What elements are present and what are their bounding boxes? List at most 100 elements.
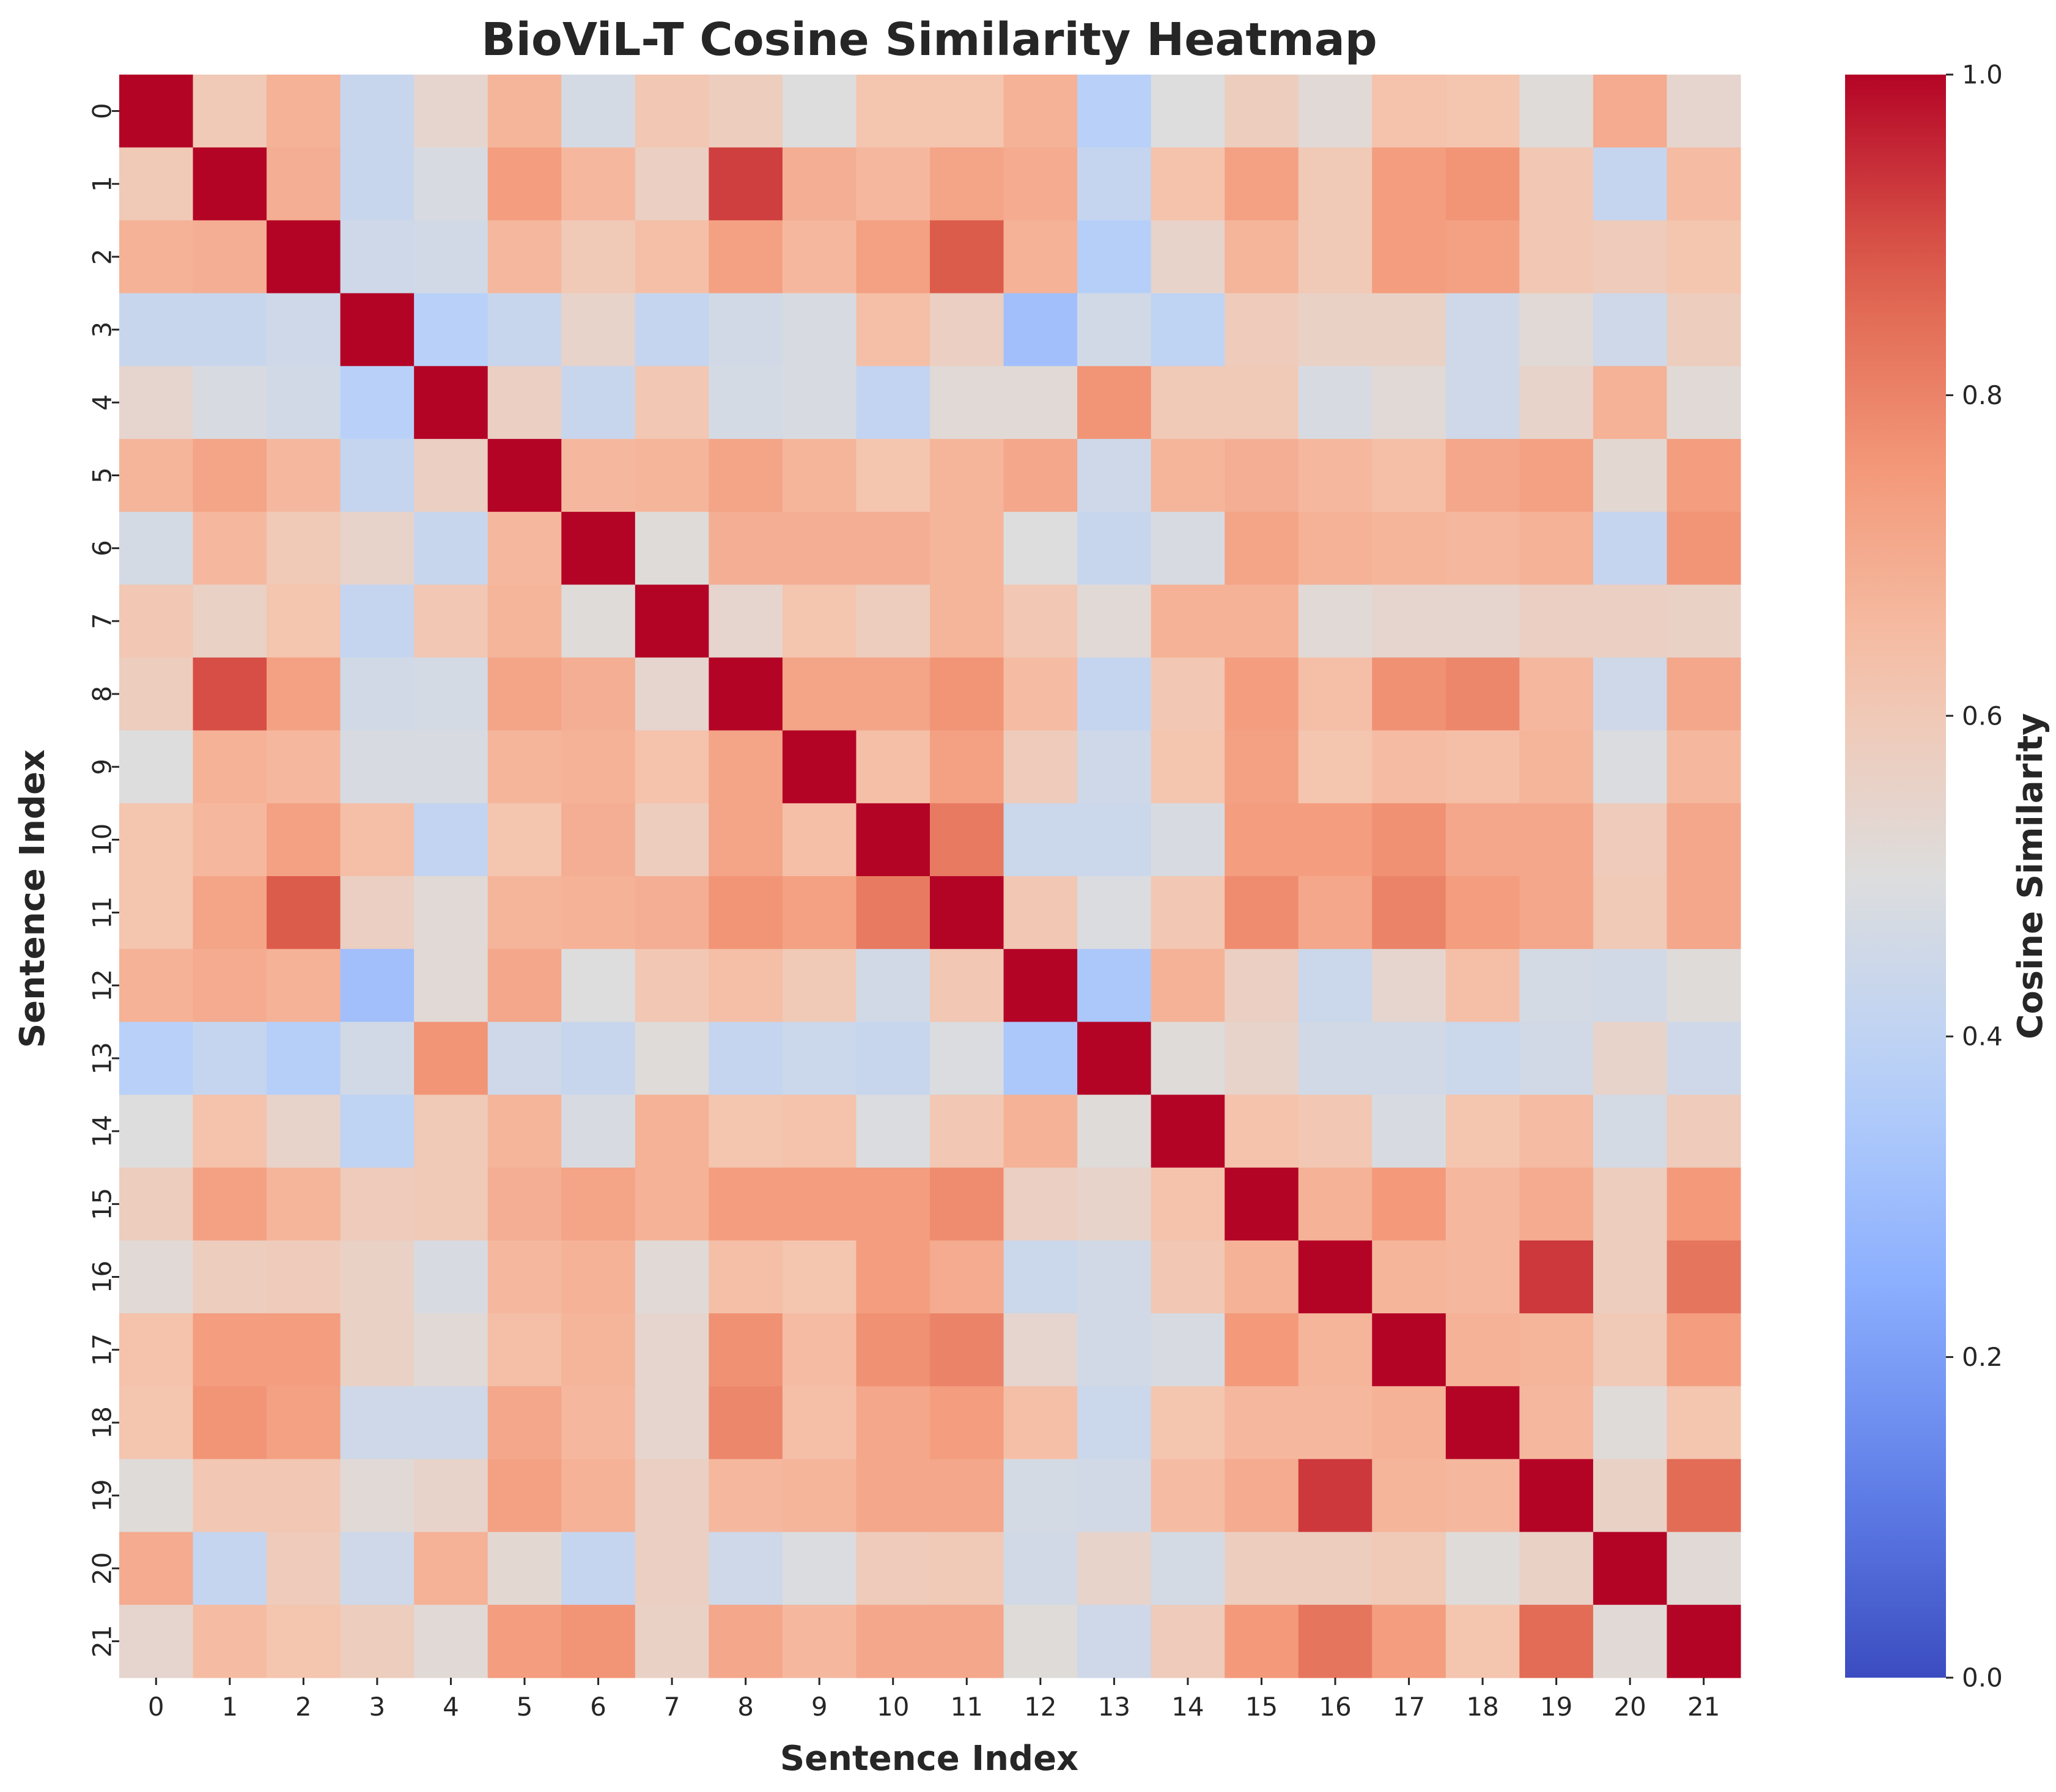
heatmap-cell-11-4	[414, 876, 488, 949]
heatmap-cell-8-12	[1003, 657, 1078, 731]
heatmap-cell-5-20	[1593, 438, 1668, 512]
heatmap-cell-10-2	[267, 803, 341, 877]
heatmap-cell-14-9	[782, 1094, 857, 1168]
heatmap-cell-16-2	[267, 1240, 341, 1314]
heatmap-cell-3-11	[930, 293, 1004, 367]
heatmap-cell-17-13	[1077, 1313, 1152, 1387]
heatmap-cell-4-3	[340, 366, 415, 440]
heatmap-cell-0-21	[1667, 75, 1741, 148]
heatmap-cell-13-10	[856, 1022, 930, 1096]
heatmap-cell-13-9	[782, 1022, 857, 1096]
heatmap-cell-17-17	[1372, 1313, 1446, 1387]
heatmap-cell-11-10	[856, 876, 930, 949]
heatmap-cell-12-5	[487, 949, 562, 1022]
heatmap-cell-20-12	[1003, 1532, 1078, 1606]
heatmap-cell-3-6	[561, 293, 636, 367]
heatmap-cell-9-16	[1298, 730, 1373, 804]
colorbar-tick-label: 0.2	[1962, 1342, 2003, 1372]
heatmap-cell-10-3	[340, 803, 415, 877]
heatmap-cell-19-12	[1003, 1459, 1078, 1533]
y-tick-label: 3	[87, 322, 117, 338]
heatmap-cell-18-13	[1077, 1386, 1152, 1460]
heatmap-cell-1-16	[1298, 147, 1373, 221]
x-tick-label: 1	[221, 1692, 238, 1722]
heatmap-cell-11-6	[561, 876, 636, 949]
heatmap-cell-7-3	[340, 584, 415, 658]
heatmap-cell-1-19	[1519, 147, 1594, 221]
heatmap-cell-6-16	[1298, 512, 1373, 585]
heatmap-cell-13-5	[487, 1022, 562, 1096]
heatmap-cell-21-5	[487, 1604, 562, 1678]
heatmap-cell-10-21	[1667, 803, 1741, 877]
heatmap-cell-20-9	[782, 1532, 857, 1606]
y-tick-label: 8	[87, 686, 117, 702]
heatmap-cell-16-17	[1372, 1240, 1446, 1314]
heatmap-cell-6-9	[782, 512, 857, 585]
heatmap-cell-4-12	[1003, 366, 1078, 440]
heatmap-cell-9-14	[1151, 730, 1225, 804]
heatmap-cell-0-4	[414, 75, 488, 148]
heatmap-cell-2-4	[414, 220, 488, 294]
heatmap-cell-18-12	[1003, 1386, 1078, 1460]
heatmap-cell-0-6	[561, 75, 636, 148]
heatmap-cell-2-11	[930, 220, 1004, 294]
heatmap-cell-2-18	[1445, 220, 1520, 294]
x-tick-label: 19	[1540, 1692, 1572, 1722]
heatmap-cell-10-16	[1298, 803, 1373, 877]
colorbar-tick-label: 0.0	[1962, 1663, 2003, 1693]
heatmap-cell-14-7	[635, 1094, 709, 1168]
heatmap-cell-9-2	[267, 730, 341, 804]
y-tick-label: 5	[87, 467, 117, 484]
colorbar-tick-label: 1.0	[1962, 60, 2003, 90]
heatmap-cell-11-16	[1298, 876, 1373, 949]
heatmap-cell-9-13	[1077, 730, 1152, 804]
heatmap-cell-12-2	[267, 949, 341, 1022]
heatmap-cell-14-15	[1225, 1094, 1299, 1168]
heatmap-cell-13-6	[561, 1022, 636, 1096]
heatmap-cell-10-17	[1372, 803, 1446, 877]
heatmap-cell-16-3	[340, 1240, 415, 1314]
heatmap-cell-17-12	[1003, 1313, 1078, 1387]
heatmap-cell-21-4	[414, 1604, 488, 1678]
heatmap-cell-4-16	[1298, 366, 1373, 440]
heatmap-cell-16-12	[1003, 1240, 1078, 1314]
colorbar-tick-label: 0.6	[1962, 701, 2003, 731]
heatmap-cell-18-6	[561, 1386, 636, 1460]
heatmap-cell-21-7	[635, 1604, 709, 1678]
heatmap-cell-10-9	[782, 803, 857, 877]
heatmap-cell-5-15	[1225, 438, 1299, 512]
heatmap-cell-11-3	[340, 876, 415, 949]
heatmap-cell-21-15	[1225, 1604, 1299, 1678]
heatmap-cell-11-12	[1003, 876, 1078, 949]
heatmap-cell-5-1	[193, 438, 267, 512]
heatmap-cell-8-11	[930, 657, 1004, 731]
heatmap-cell-5-5	[487, 438, 562, 512]
heatmap-cell-4-2	[267, 366, 341, 440]
heatmap-cell-0-14	[1151, 75, 1225, 148]
heatmap-cell-16-16	[1298, 1240, 1373, 1314]
heatmap-cell-0-9	[782, 75, 857, 148]
heatmap-cell-12-21	[1667, 949, 1741, 1022]
heatmap-cell-7-15	[1225, 584, 1299, 658]
heatmap-cell-13-17	[1372, 1022, 1446, 1096]
heatmap-cell-17-0	[119, 1313, 194, 1387]
heatmap-cell-12-6	[561, 949, 636, 1022]
heatmap-cell-8-6	[561, 657, 636, 731]
x-tick-label: 9	[811, 1692, 828, 1722]
heatmap-cell-12-20	[1593, 949, 1668, 1022]
heatmap-cell-0-2	[267, 75, 341, 148]
heatmap-cell-14-11	[930, 1094, 1004, 1168]
heatmap-cell-17-7	[635, 1313, 709, 1387]
heatmap-cell-19-7	[635, 1459, 709, 1533]
heatmap-cell-3-20	[1593, 293, 1668, 367]
heatmap-cell-5-12	[1003, 438, 1078, 512]
heatmap-cell-4-20	[1593, 366, 1668, 440]
heatmap-cell-18-3	[340, 1386, 415, 1460]
heatmap-cell-8-16	[1298, 657, 1373, 731]
heatmap-cell-19-20	[1593, 1459, 1668, 1533]
heatmap-cell-5-18	[1445, 438, 1520, 512]
heatmap-cell-20-19	[1519, 1532, 1594, 1606]
heatmap-cell-10-1	[193, 803, 267, 877]
heatmap-cell-2-2	[267, 220, 341, 294]
heatmap-cell-12-16	[1298, 949, 1373, 1022]
